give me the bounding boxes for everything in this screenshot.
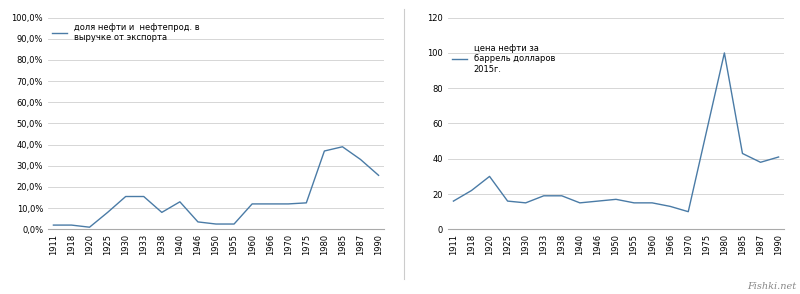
Legend: цена нефти за
баррель долларов
2015г.: цена нефти за баррель долларов 2015г. — [451, 43, 556, 74]
Text: Fishki.net: Fishki.net — [747, 282, 796, 291]
Legend: доля нефти и  нефтепрод. в
выручке от экспорта: доля нефти и нефтепрод. в выручке от экс… — [51, 22, 200, 43]
